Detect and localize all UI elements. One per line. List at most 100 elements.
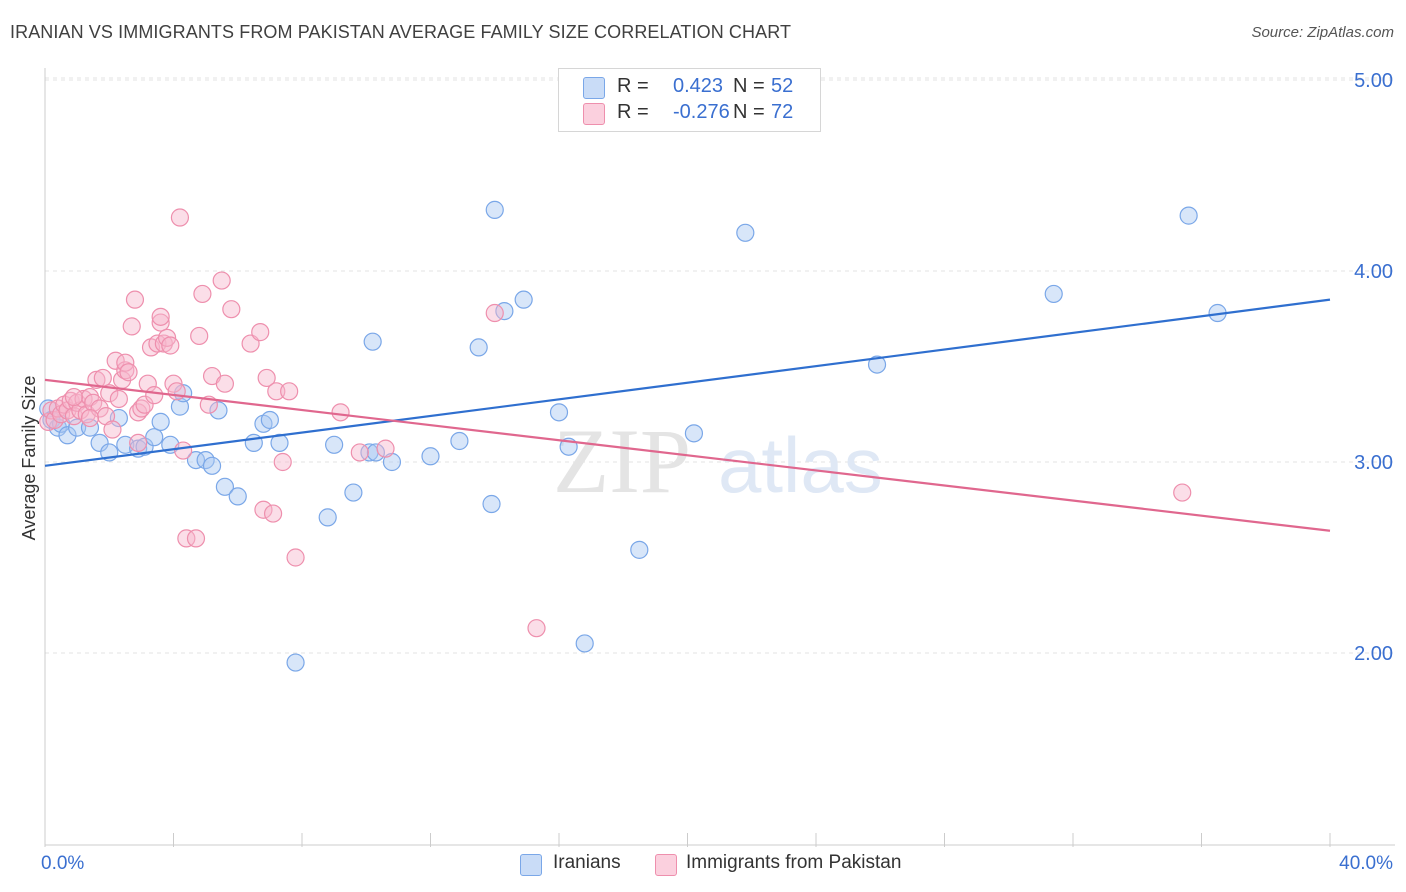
legend-n-value: 52 bbox=[771, 75, 794, 97]
y-tick-label-0: 2.00 bbox=[1354, 643, 1393, 665]
pakistan-point-40 bbox=[161, 336, 180, 355]
y-tick-label-3: 5.00 bbox=[1354, 70, 1393, 92]
pakistan-point-56 bbox=[254, 500, 273, 519]
iranians-point-16 bbox=[170, 397, 190, 416]
iranians-point-50 bbox=[1044, 284, 1063, 304]
iranians-point-29 bbox=[318, 508, 337, 527]
pakistan-point-37 bbox=[151, 307, 170, 326]
pakistan-point-62 bbox=[286, 548, 305, 567]
pakistan-point-53 bbox=[222, 300, 241, 319]
iranians-point-48 bbox=[736, 223, 755, 242]
pakistan-point-16 bbox=[90, 399, 109, 418]
iranians-point-37 bbox=[450, 431, 469, 451]
pakistan-point-52 bbox=[215, 374, 234, 393]
iranians-point-23 bbox=[228, 487, 247, 506]
iranians-trend-line bbox=[44, 298, 1331, 467]
iranians-point-33 bbox=[366, 443, 385, 462]
pakistan-point-65 bbox=[376, 439, 395, 458]
pakistan-point-38 bbox=[154, 334, 173, 353]
pakistan-point-64 bbox=[350, 443, 369, 462]
pakistan-point-60 bbox=[273, 452, 292, 472]
pakistan-point-58 bbox=[263, 504, 283, 523]
legend-n-label: N = bbox=[733, 101, 765, 123]
legend-n-value: 72 bbox=[771, 101, 794, 123]
pakistan-point-45 bbox=[177, 529, 196, 548]
legend-swatch-pakistan bbox=[583, 103, 605, 125]
iranians-point-31 bbox=[344, 483, 363, 502]
chart-title: IRANIAN VS IMMIGRANTS FROM PAKISTAN AVER… bbox=[10, 22, 792, 42]
pakistan-point-71 bbox=[129, 433, 148, 452]
pakistan-point-28 bbox=[125, 290, 145, 309]
iranians-point-4 bbox=[58, 426, 77, 445]
iranians-point-39 bbox=[482, 494, 501, 514]
iranians-point-40 bbox=[485, 200, 504, 219]
pakistan-point-48 bbox=[193, 284, 212, 304]
pakistan-point-55 bbox=[251, 323, 270, 342]
iranians-point-5 bbox=[68, 418, 87, 437]
iranians-point-38 bbox=[469, 338, 488, 357]
pakistan-point-15 bbox=[87, 370, 106, 389]
pakistan-point-47 bbox=[190, 326, 209, 346]
pakistan-point-20 bbox=[103, 420, 122, 439]
pakistan-point-66 bbox=[485, 303, 504, 323]
bottom-legend-label-iranians: Iranians bbox=[553, 852, 621, 873]
pakistan-point-46 bbox=[186, 529, 206, 548]
pakistan-point-57 bbox=[257, 368, 276, 388]
axes bbox=[44, 68, 1395, 847]
legend-r-value: 0.423 bbox=[673, 75, 724, 97]
iranians-point-26 bbox=[260, 410, 279, 430]
pakistan-point-42 bbox=[167, 382, 186, 401]
iranians-point-49 bbox=[867, 355, 887, 374]
iranians-point-18 bbox=[186, 450, 206, 470]
legend-swatch-iranians bbox=[583, 77, 605, 99]
trend-lines bbox=[44, 298, 1331, 532]
grid-lines bbox=[45, 77, 1395, 654]
pakistan-point-17 bbox=[93, 368, 112, 388]
iranians-point-51 bbox=[1179, 206, 1198, 225]
pakistan-point-43 bbox=[170, 208, 190, 227]
watermark-zip: ZIP bbox=[553, 410, 691, 512]
iranians-point-20 bbox=[202, 456, 222, 475]
legend-r-label: R = bbox=[617, 75, 649, 97]
pakistan-point-69 bbox=[80, 408, 100, 428]
pakistan-point-27 bbox=[122, 317, 141, 336]
pakistan-point-61 bbox=[280, 382, 299, 401]
bottom-legend-label-pakistan: Immigrants from Pakistan bbox=[686, 852, 902, 873]
iranians-point-47 bbox=[684, 424, 704, 443]
pakistan-point-31 bbox=[135, 395, 154, 414]
y-axis-label: Average Family Size bbox=[19, 376, 39, 541]
watermark-atlas: atlas bbox=[718, 421, 883, 509]
iranians-point-14 bbox=[151, 412, 170, 431]
y-tick-label-2: 4.00 bbox=[1354, 261, 1393, 283]
pakistan-point-70 bbox=[64, 387, 84, 407]
iranians-point-21 bbox=[209, 401, 228, 420]
iranians-point-36 bbox=[421, 447, 440, 466]
pakistan-trend-line bbox=[44, 378, 1331, 532]
x-tick-label-0: 0.0% bbox=[41, 853, 84, 874]
iranians-point-30 bbox=[325, 435, 344, 454]
iranians-point-13 bbox=[145, 428, 164, 447]
iranians-point-45 bbox=[575, 634, 594, 653]
axis-labels: 2.00 3.00 4.00 5.00 0.0% 40.0% Average Family … bbox=[19, 70, 1393, 874]
pakistan-point-36 bbox=[151, 313, 170, 332]
iranians-point-34 bbox=[363, 332, 382, 351]
correlation-legend: R = 0.423 N = 52 R = -0.276 N = 72 bbox=[558, 68, 821, 132]
watermark: ZIP atlas bbox=[553, 410, 883, 512]
iranians-point-42 bbox=[514, 290, 533, 309]
pakistan-point-25 bbox=[116, 353, 135, 372]
pakistan-point-63 bbox=[331, 403, 350, 422]
bottom-legend-swatch-iranians bbox=[520, 854, 542, 876]
pakistan-point-59 bbox=[267, 382, 286, 401]
pakistan-point-24 bbox=[116, 361, 135, 380]
iranians-point-43 bbox=[549, 403, 569, 422]
legend-r-value: -0.276 bbox=[673, 101, 730, 123]
iranians-point-46 bbox=[630, 540, 649, 559]
iranians-point-22 bbox=[215, 477, 234, 496]
pakistan-point-51 bbox=[212, 271, 231, 290]
pakistan-point-26 bbox=[119, 363, 138, 382]
pakistan-point-22 bbox=[109, 389, 128, 409]
iranians-point-28 bbox=[286, 653, 305, 672]
pakistan-point-67 bbox=[527, 619, 546, 638]
pakistan-point-44 bbox=[174, 441, 193, 460]
